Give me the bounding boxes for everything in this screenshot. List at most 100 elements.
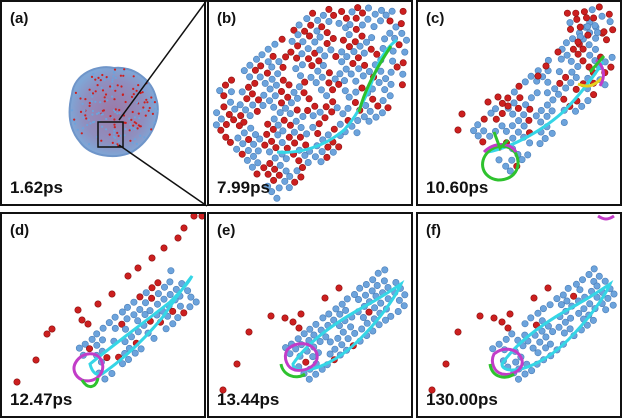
atom-red <box>169 307 177 315</box>
atom-blue <box>131 349 139 357</box>
atom-red <box>283 144 291 152</box>
dislocation-lines <box>276 38 398 154</box>
atom-red <box>305 55 313 63</box>
atom-blue <box>561 318 569 326</box>
atom-blue <box>297 72 305 80</box>
cluster-speckle <box>100 86 103 89</box>
atom-blue <box>538 327 546 335</box>
cluster-speckle <box>130 126 133 129</box>
atom-blue <box>584 22 592 30</box>
atom-blue <box>99 324 107 332</box>
time-label: 13.44ps <box>217 390 280 409</box>
atom-blue <box>309 112 317 120</box>
dislocation-lines <box>481 55 606 182</box>
atom-blue <box>378 6 386 14</box>
atom-blue <box>542 344 550 352</box>
atom-red <box>308 62 316 70</box>
atom-red <box>198 214 204 220</box>
atom-red <box>600 28 608 36</box>
atom-red <box>124 272 132 280</box>
atom-blue <box>274 131 282 139</box>
atom-blue <box>579 276 587 284</box>
atom-red <box>498 110 506 118</box>
cluster-speckle <box>119 74 122 77</box>
atom-blue <box>312 370 320 378</box>
atom-blue <box>362 281 370 289</box>
atom-red <box>84 320 92 328</box>
dislocation-loop-magenta <box>72 352 105 383</box>
atom-blue <box>231 105 239 113</box>
panel-tag: (f) <box>426 222 441 239</box>
atom-red <box>516 94 524 102</box>
cluster-speckle <box>153 101 156 104</box>
atom-blue <box>529 344 537 352</box>
atom-blue <box>314 16 322 24</box>
atom-red <box>227 76 235 84</box>
atom-blue <box>585 41 593 49</box>
atom-blue <box>566 19 574 27</box>
atom-red <box>358 32 366 40</box>
cluster-speckle <box>150 96 153 99</box>
atom-red <box>280 116 288 124</box>
atom-blue <box>373 282 381 290</box>
atom-blue <box>567 57 575 65</box>
atom-blue <box>537 118 545 126</box>
atom-red <box>323 153 331 161</box>
atom-blue <box>309 353 317 361</box>
atom-blue <box>256 135 264 143</box>
atom-blue <box>150 334 158 342</box>
cluster-speckle <box>132 93 135 96</box>
cluster-speckle <box>81 102 84 105</box>
dislocation-loop-magenta <box>283 342 319 372</box>
atom-red <box>384 104 392 112</box>
cluster-speckle <box>156 109 159 113</box>
atom-red <box>219 386 227 394</box>
atom-blue <box>363 38 371 46</box>
atom-red <box>240 118 248 126</box>
atom-red <box>261 141 269 149</box>
atoms-snapshot-b <box>212 4 411 202</box>
panel-tag: (c) <box>426 10 445 27</box>
atom-red <box>399 7 407 15</box>
atom-blue <box>288 37 296 45</box>
atom-red <box>300 89 308 97</box>
atom-blue <box>298 50 306 58</box>
atom-red <box>484 98 492 106</box>
atom-blue <box>338 58 346 66</box>
cluster-speckle <box>142 106 145 109</box>
atom-blue <box>343 295 351 303</box>
atom-blue <box>305 375 313 383</box>
atom-blue <box>160 295 168 303</box>
atom-blue <box>290 128 298 136</box>
cluster-speckle <box>104 93 108 96</box>
atom-red <box>398 81 406 89</box>
atom-red <box>458 110 466 118</box>
atom-blue <box>261 79 269 87</box>
atom-blue <box>394 308 402 316</box>
cluster-speckle <box>114 110 117 114</box>
cluster-speckle <box>132 87 135 90</box>
atom-blue <box>122 325 130 333</box>
atom-red <box>301 78 309 86</box>
atom-blue <box>329 148 337 156</box>
atom-blue <box>330 316 338 324</box>
atom-red <box>315 57 323 65</box>
atom-blue <box>536 140 544 148</box>
atom-blue <box>142 289 150 297</box>
atom-red <box>585 63 593 71</box>
cluster-speckle <box>91 113 94 116</box>
atom-red <box>590 91 598 99</box>
cluster-speckle <box>105 128 108 131</box>
cluster-speckle <box>101 125 104 128</box>
atom-red <box>315 120 323 128</box>
cluster-speckle <box>94 100 97 103</box>
atom-red <box>595 3 603 11</box>
atom-blue <box>487 109 495 117</box>
atom-red <box>222 81 230 89</box>
atom-blue <box>274 121 282 129</box>
atom-blue <box>544 78 552 86</box>
atom-red <box>504 94 512 102</box>
cluster-speckle <box>88 88 91 91</box>
atom-red <box>285 81 293 89</box>
atom-blue <box>141 311 149 319</box>
